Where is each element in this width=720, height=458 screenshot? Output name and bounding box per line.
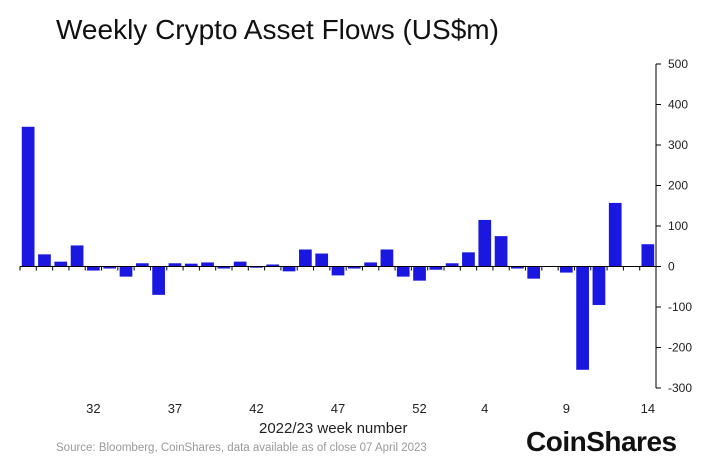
bar-week-40 [217, 266, 231, 269]
y-tick-label: 100 [668, 219, 688, 233]
bar-week-29 [38, 254, 51, 267]
bar-week-36 [152, 266, 165, 295]
x-tick-label: 42 [249, 401, 263, 416]
bar-week-47 [331, 266, 345, 276]
y-tick-label: -300 [668, 381, 692, 395]
bar-week-34 [119, 266, 133, 277]
bar-week-7 [527, 266, 541, 279]
bar-week-51 [396, 266, 410, 277]
coinshares-logo: CoinShares [526, 426, 677, 457]
bar-week-14 [641, 244, 655, 267]
bar-week-31 [70, 245, 84, 267]
bar-week-33 [103, 266, 117, 269]
bar-week-52 [413, 266, 426, 281]
bar-week-46 [315, 253, 329, 267]
x-tick-label: 32 [86, 401, 100, 416]
x-tick-label: 9 [563, 401, 570, 416]
x-axis-title: 2022/23 week number [259, 420, 408, 437]
bar-week-28 [21, 126, 35, 267]
bar-week-45 [299, 249, 312, 267]
bars-group [21, 126, 655, 370]
bar-week-11 [592, 266, 606, 305]
bar-week-4 [478, 219, 492, 267]
bar-week-42 [250, 266, 263, 268]
bar-week-9 [559, 266, 573, 273]
bar-week-32 [87, 266, 100, 271]
y-tick-label: 500 [668, 57, 688, 71]
bar-week-48 [347, 266, 361, 269]
bar-week-30 [54, 261, 68, 267]
y-tick-label: 300 [668, 138, 688, 152]
y-axis-group: 500 400 300 200 100 0 -100 -200 -300 [655, 57, 692, 395]
x-tick-label: 14 [641, 401, 655, 416]
x-tick-label: 47 [331, 401, 345, 416]
bar-week-2 [445, 263, 459, 267]
x-tick-label: 52 [412, 401, 426, 416]
bar-week-43 [266, 264, 280, 267]
x-tick-label: 37 [168, 401, 182, 416]
source-note: Source: Bloomberg, CoinShares, data avai… [56, 442, 427, 454]
x-tick-labels-group: 32 37 42 47 52 4 9 14 [86, 401, 655, 416]
y-tick-label: -100 [668, 300, 692, 314]
bar-week-10 [576, 266, 589, 370]
bar-week-35 [135, 263, 149, 267]
y-tick-label: 0 [668, 260, 675, 274]
y-tick-label: 400 [668, 98, 688, 112]
bar-week-1 [429, 266, 443, 270]
y-tick-label: -200 [668, 341, 692, 355]
bar-week-41 [233, 261, 247, 267]
bar-week-38 [184, 263, 198, 267]
bar-week-50 [380, 249, 394, 267]
bar-week-39 [201, 262, 214, 267]
bar-week-3 [462, 252, 475, 267]
bar-week-5 [494, 236, 508, 267]
bar-week-37 [168, 263, 182, 267]
bar-week-12 [608, 202, 622, 267]
bar-week-6 [511, 266, 524, 269]
bar-week-49 [364, 262, 377, 267]
zero-axis-group [19, 266, 657, 271]
bar-week-44 [282, 266, 296, 272]
x-tick-label: 4 [481, 401, 488, 416]
chart-title: Weekly Crypto Asset Flows (US$m) [56, 14, 499, 45]
y-tick-label: 200 [668, 179, 688, 193]
